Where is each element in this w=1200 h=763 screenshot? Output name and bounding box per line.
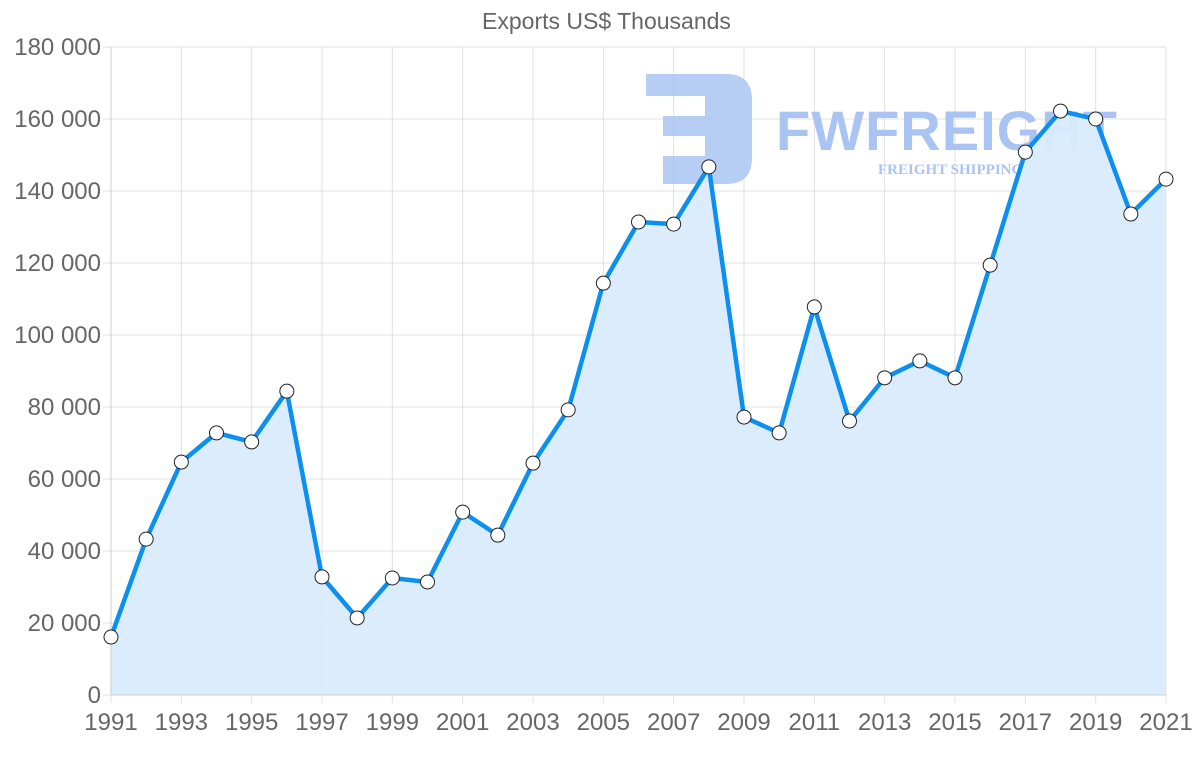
y-tick-label: 80 000 — [28, 394, 101, 421]
y-tick-label: 120 000 — [14, 250, 101, 277]
data-point[interactable] — [947, 370, 963, 386]
data-point[interactable] — [384, 570, 400, 586]
data-point[interactable] — [314, 569, 330, 585]
y-tick-label: 40 000 — [28, 538, 101, 565]
y-tick-label: 180 000 — [14, 34, 101, 61]
y-axis-ticks: 0 20 000 40 000 60 000 80 000 100 000 120 000 1… — [14, 34, 101, 709]
data-point[interactable] — [1053, 103, 1068, 119]
x-tick-label: 2015 — [928, 709, 981, 736]
data-point[interactable] — [525, 455, 541, 471]
x-tick-label: 2017 — [999, 709, 1052, 736]
y-tick-label: 60 000 — [28, 466, 101, 493]
data-point[interactable] — [209, 425, 224, 441]
data-point[interactable] — [912, 353, 928, 369]
data-point[interactable] — [1123, 206, 1139, 222]
x-tick-label: 2009 — [717, 709, 770, 736]
x-tick-label: 2005 — [577, 709, 630, 736]
data-point[interactable] — [455, 504, 471, 520]
x-tick-label: 2019 — [1069, 709, 1122, 736]
data-point[interactable] — [1158, 171, 1174, 187]
x-tick-label: 2001 — [436, 709, 489, 736]
data-point[interactable] — [560, 402, 576, 418]
area-fill — [111, 111, 1166, 696]
axes — [110, 47, 1166, 696]
data-point[interactable] — [103, 629, 119, 645]
data-point[interactable] — [1017, 144, 1033, 160]
x-tick-label: 2007 — [647, 709, 700, 736]
data-point[interactable] — [138, 531, 154, 547]
data-points — [103, 103, 1174, 645]
x-tick-label: 2013 — [858, 709, 911, 736]
data-point[interactable] — [666, 216, 682, 232]
data-point[interactable] — [842, 413, 857, 429]
watermark-tagline: FREIGHT SHIPPING — [878, 162, 1023, 178]
fwfreight-logo-icon — [646, 74, 752, 184]
data-point[interactable] — [806, 299, 822, 315]
data-point[interactable] — [1088, 111, 1104, 127]
data-point[interactable] — [701, 159, 717, 175]
data-point[interactable] — [631, 214, 646, 230]
chart-title: Exports US$ Thousands — [482, 8, 731, 34]
data-point[interactable] — [279, 383, 295, 399]
data-point[interactable] — [490, 527, 506, 543]
x-axis-ticks: 1991 1993 1995 1997 1999 2001 2003 2005 2007 2009… — [84, 709, 1192, 736]
data-point[interactable] — [771, 425, 787, 441]
data-point[interactable] — [736, 409, 752, 425]
x-tick-label: 2021 — [1139, 709, 1192, 736]
data-point[interactable] — [877, 370, 893, 386]
x-tick-label: 2011 — [789, 709, 841, 736]
data-point[interactable] — [244, 434, 260, 450]
data-point[interactable] — [420, 574, 435, 590]
data-point[interactable] — [595, 275, 611, 291]
x-tick-label: 1999 — [366, 709, 419, 736]
y-tick-label: 100 000 — [14, 322, 101, 349]
x-tick-label: 2003 — [506, 709, 559, 736]
y-tick-label: 20 000 — [28, 610, 101, 637]
x-tick-label: 1997 — [295, 709, 348, 736]
data-point[interactable] — [173, 454, 189, 470]
y-tick-label: 0 — [88, 682, 101, 709]
y-tick-label: 160 000 — [14, 106, 101, 133]
x-tick-label: 1991 — [84, 709, 137, 736]
x-tick-label: 1995 — [225, 709, 278, 736]
data-point[interactable] — [982, 257, 998, 273]
x-tick-label: 1993 — [155, 709, 208, 736]
y-tick-label: 140 000 — [14, 178, 101, 205]
data-point[interactable] — [349, 610, 365, 626]
